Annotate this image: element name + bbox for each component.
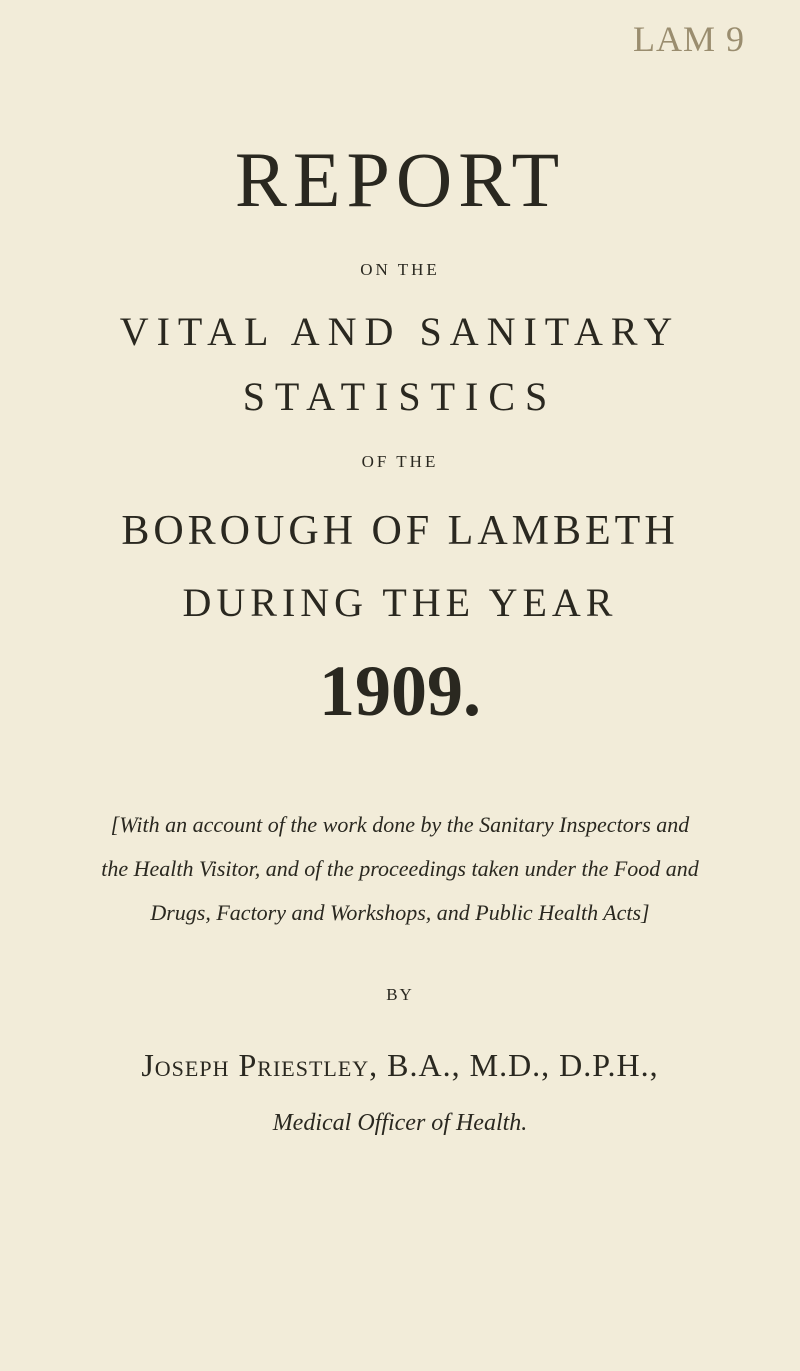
author-credentials: B.A., M.D., D.P.H., [378,1047,658,1083]
handwritten-note: LAM 9 [633,18,745,60]
author-role: Medical Officer of Health. [70,1110,730,1137]
author-name: Joseph Priestley, [141,1047,378,1083]
main-title: REPORT [70,135,730,225]
subtitle-line-2: STATISTICS [70,373,730,420]
by-label: BY [70,985,730,1005]
subtitle-line-1: VITAL AND SANITARY [70,308,730,355]
year-value: 1909. [70,650,730,733]
borough-title: BOROUGH OF LAMBETH [70,507,730,555]
description-text: [With an account of the work done by the… [100,803,700,935]
author-line: Joseph Priestley, B.A., M.D., D.P.H., [70,1047,730,1084]
document-page: LAM 9 REPORT ON THE VITAL AND SANITARY S… [0,0,800,1371]
label-on-the: ON THE [70,260,730,280]
during-label: DURING THE YEAR [70,579,730,626]
label-of-the: OF THE [70,452,730,472]
